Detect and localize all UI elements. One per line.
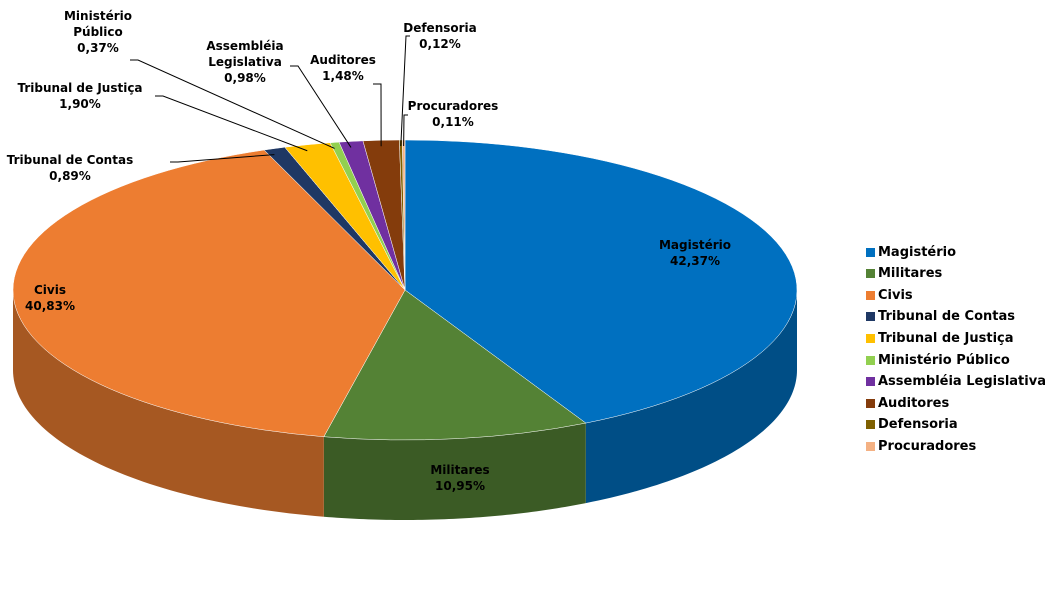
label-value: 10,95% xyxy=(435,479,485,493)
label-name: Magistério xyxy=(658,238,732,252)
legend-swatch xyxy=(866,398,875,408)
data-label: Civis 40,83% xyxy=(0,282,130,314)
leader-line xyxy=(130,59,335,149)
label-name: Ministério Público xyxy=(63,9,132,39)
legend-item: Civis xyxy=(866,286,913,304)
legend-label: Civis xyxy=(878,287,913,303)
label-value: 0,98% xyxy=(224,71,266,85)
legend-item: Militares xyxy=(866,265,942,283)
legend-label: Procuradores xyxy=(878,438,977,454)
slice xyxy=(12,149,406,438)
slice xyxy=(404,139,798,424)
label-value: 42,37% xyxy=(670,254,720,268)
data-label: Militares 10,95% xyxy=(380,462,540,494)
legend-swatch xyxy=(866,377,875,387)
slice-side xyxy=(585,290,797,504)
slice xyxy=(323,289,587,441)
slice-side xyxy=(323,423,586,520)
data-label: Assembléia Legislativa 0,98% xyxy=(198,38,293,86)
legend-swatch xyxy=(866,355,875,365)
label-value: 1,48% xyxy=(322,69,364,83)
label-value: 0,12% xyxy=(419,37,461,51)
legend-label: Magistério xyxy=(878,244,957,260)
data-label: Ministério Público 0,37% xyxy=(51,8,146,56)
label-value: 0,37% xyxy=(77,41,119,55)
leader-line xyxy=(170,154,275,163)
legend-label: Assembléia Legislativa xyxy=(878,374,1046,390)
label-name: Tribunal de Justiça xyxy=(17,81,143,95)
leader-line xyxy=(290,65,352,148)
legend-item: Tribunal de Contas xyxy=(866,308,1015,326)
legend-swatch xyxy=(866,247,875,257)
legend-label: Militares xyxy=(878,266,943,282)
label-value: 40,83% xyxy=(25,299,75,313)
data-label: Magistério 42,37% xyxy=(615,237,775,269)
label-name: Auditores xyxy=(310,53,376,67)
legend-item: Auditores xyxy=(866,394,949,412)
data-label: Defensoria 0,12% xyxy=(360,20,520,52)
label-value: 0,11% xyxy=(432,115,474,129)
legend-swatch xyxy=(866,333,875,343)
legend-label: Tribunal de Justiça xyxy=(878,330,1014,346)
leader-line xyxy=(373,83,382,147)
legend-item: Tribunal de Justiça xyxy=(866,329,1014,347)
label-name: Defensoria xyxy=(403,21,477,35)
label-name: Procuradores xyxy=(407,99,499,113)
legend-swatch xyxy=(866,420,875,430)
legend-label: Ministério Público xyxy=(878,352,1010,368)
data-label: Tribunal de Contas 0,89% xyxy=(0,152,150,184)
data-label: Auditores 1,48% xyxy=(263,52,423,84)
legend-swatch xyxy=(866,290,875,300)
legend-swatch xyxy=(866,441,875,451)
leader-line xyxy=(400,35,410,147)
data-label: Procuradores 0,11% xyxy=(373,98,533,130)
legend-swatch xyxy=(866,269,875,279)
label-value: 0,89% xyxy=(49,169,91,183)
legend-swatch xyxy=(866,312,875,322)
leader-line xyxy=(155,95,308,152)
label-name: Tribunal de Contas xyxy=(6,153,134,167)
legend-item: Defensoria xyxy=(866,416,958,434)
legend-label: Auditores xyxy=(878,395,950,411)
data-label: Tribunal de Justiça 1,90% xyxy=(0,80,160,112)
legend-item: Procuradores xyxy=(866,437,976,455)
label-name: Militares xyxy=(430,463,490,477)
legend-label: Tribunal de Contas xyxy=(878,309,1015,325)
legend-label: Defensoria xyxy=(878,417,958,433)
leader-line xyxy=(403,114,408,147)
slice-side xyxy=(13,290,324,517)
label-name: Assembléia Legislativa xyxy=(206,39,284,69)
legend-item: Assembléia Legislativa xyxy=(866,373,1046,391)
label-name: Civis xyxy=(34,283,66,297)
legend-item: Ministério Público xyxy=(866,351,1010,369)
legend-item: Magistério xyxy=(866,243,956,261)
label-value: 1,90% xyxy=(59,97,101,111)
